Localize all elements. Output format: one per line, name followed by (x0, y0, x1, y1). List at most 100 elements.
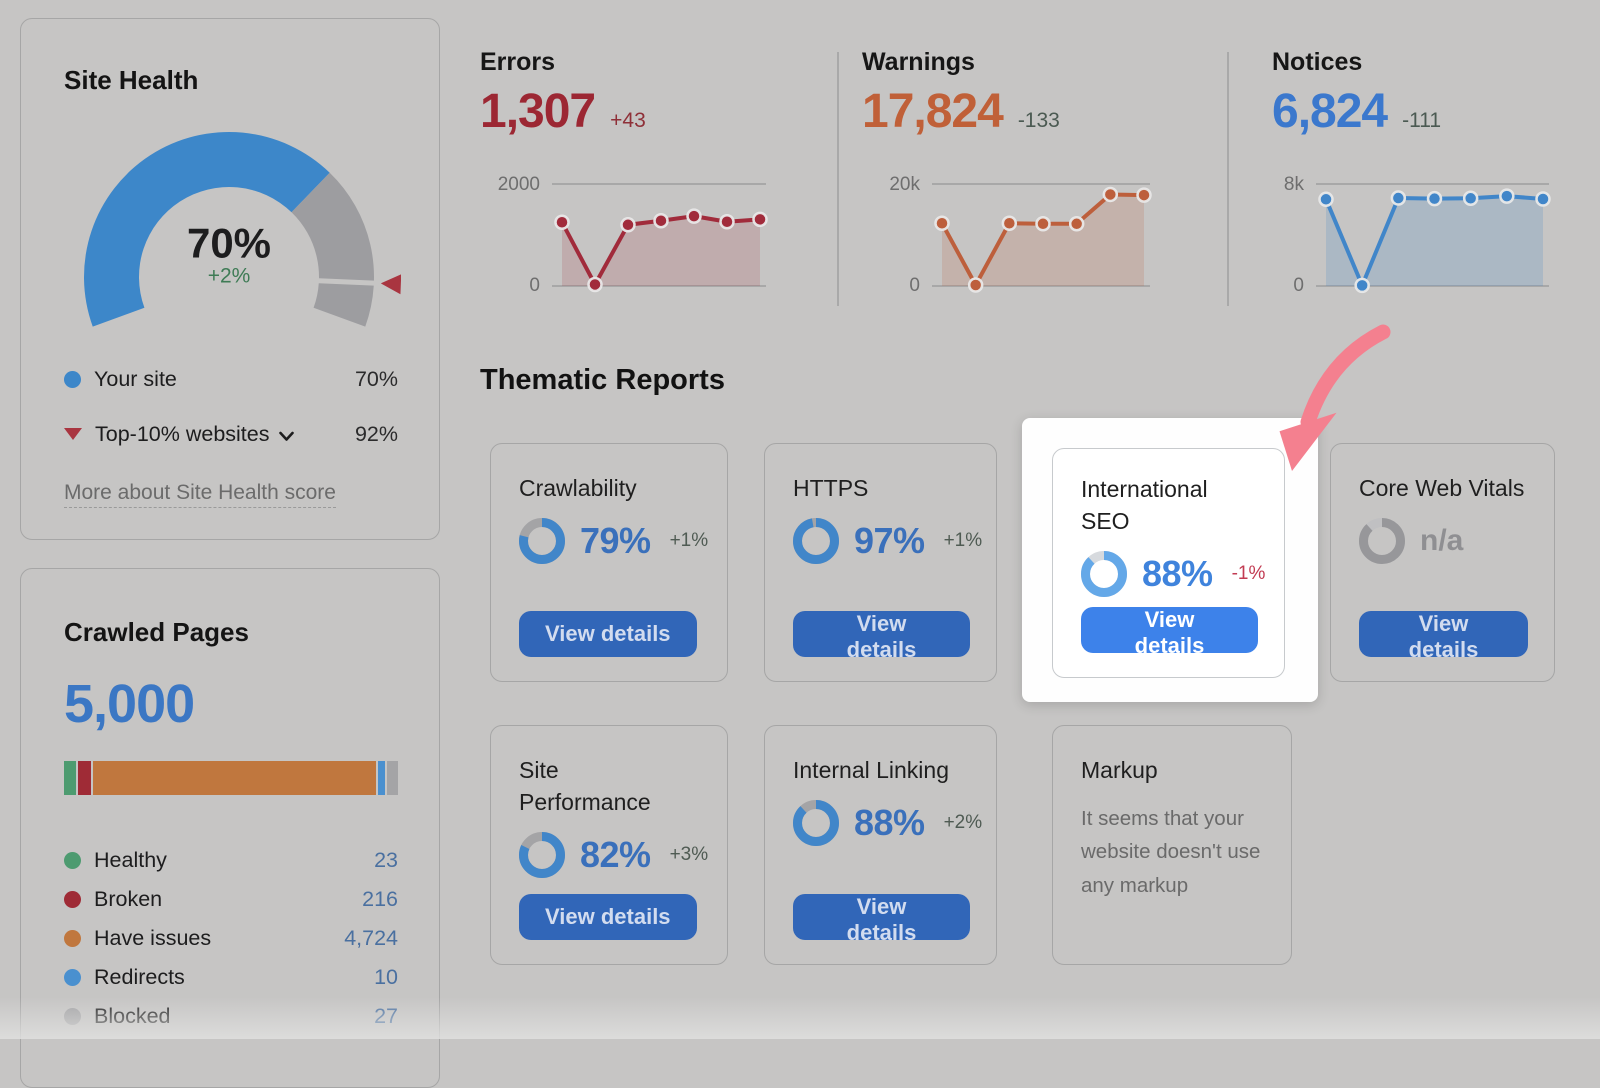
legend-value[interactable]: 216 (362, 887, 398, 911)
thematic-card-title: Markup (1081, 757, 1158, 783)
legend-label: Blocked (94, 1004, 171, 1028)
thematic-score-delta: +2% (943, 812, 983, 834)
thematic-card-internal-linking: Internal Linking 88% +2% View details (764, 725, 997, 965)
thematic-card-title: Internal Linking (793, 757, 949, 783)
kpi-notices: Notices 6,824 -111 8k 0 (1272, 48, 1600, 308)
donut-chart-icon (793, 800, 839, 847)
thematic-score-value: 97% (854, 520, 925, 562)
legend-label: Healthy (94, 848, 167, 872)
kpi-value-row: 6,824 -111 (1272, 88, 1441, 136)
kpi-axis: 20k 0 (862, 174, 932, 296)
thematic-reports-title: Thematic Reports (480, 364, 725, 396)
thematic-card-site-performance: Site Performance 82% +3% View details (490, 725, 728, 965)
legend-label: Have issues (94, 926, 212, 950)
view-details-button-crawlability[interactable]: View details (519, 611, 697, 657)
thematic-card-https: HTTPS 97% +1% View details (764, 443, 997, 682)
thematic-card-title: HTTPS (793, 475, 869, 501)
thematic-score-delta: -1% (1231, 563, 1266, 585)
sparkline-chart (932, 183, 1152, 293)
kpi-chart: 20k 0 (862, 174, 1152, 296)
view-details-button-internal-linking[interactable]: View details (793, 894, 970, 945)
kpi-delta: +43 (610, 109, 646, 132)
legend-value[interactable]: 4,724 (344, 926, 398, 950)
thematic-score-row: 79% +1% (519, 518, 708, 565)
your-site-value: 70% (354, 366, 398, 391)
crawled-pages-legend: Healthy 23 Broken 216 Have issues 4,724 Redire… (64, 841, 398, 1036)
kpi-chart: 8k 0 (1272, 175, 1551, 296)
axis-max-label: 20k (889, 174, 920, 195)
legend-value[interactable]: 23 (374, 848, 398, 872)
thematic-score-row: 82% +3% (519, 832, 709, 879)
kpi-value: 1,307 (480, 85, 596, 138)
thematic-card-title: Core Web Vitals (1359, 475, 1525, 501)
thematic-score-delta: +3% (669, 844, 709, 866)
legend-label: Broken (94, 887, 163, 911)
crawled-pages-title: Crawled Pages (64, 617, 249, 647)
thematic-score-row: 88% -1% (1081, 551, 1266, 598)
kpi-value-row: 1,307 +43 (480, 88, 646, 136)
bar-segment-broken (78, 761, 91, 795)
site-health-score-link[interactable]: More about Site Health score (64, 481, 336, 508)
legend-value[interactable]: 27 (374, 1004, 398, 1028)
bar-segment-have-issues (93, 761, 376, 795)
site-health-card: Site Health 70% +2% Your site 70% Top-10%… (20, 18, 440, 540)
kpi-value: 17,824 (862, 85, 1004, 138)
donut-chart-icon (793, 518, 839, 565)
thematic-card-title: Crawlability (519, 475, 637, 501)
axis-min-label: 0 (529, 275, 540, 296)
bar-segment-redirects (378, 761, 385, 795)
benchmark-value: 92% (354, 421, 398, 446)
thematic-score-value: 79% (580, 520, 651, 562)
thematic-score-value: n/a (1420, 524, 1464, 558)
site-health-title: Site Health (64, 65, 199, 95)
view-details-button-https[interactable]: View details (793, 611, 970, 662)
thematic-score-row: n/a (1359, 518, 1464, 565)
view-details-button-site-performance[interactable]: View details (519, 894, 697, 940)
site-health-gauge: 70%+2% (84, 132, 401, 327)
legend-dot-icon (64, 1008, 81, 1025)
view-details-button-international-seo[interactable]: View details (1081, 607, 1258, 658)
legend-dot-icon (64, 969, 81, 986)
chevron-down-icon[interactable] (278, 429, 295, 443)
legend-row-benchmark[interactable]: Top-10% websites 92% (64, 416, 398, 452)
donut-chart-icon (1081, 551, 1127, 598)
gauge-change: +2% (208, 265, 251, 288)
thematic-card-core-web-vitals: Core Web Vitals n/a View details (1330, 443, 1555, 682)
thematic-score-value: 88% (1142, 553, 1213, 595)
crawled-pages-stacked-bar (64, 761, 398, 795)
kpi-value-row: 17,824 -133 (862, 88, 1060, 136)
legend-row-redirects: Redirects 10 (64, 958, 398, 997)
thematic-card-title: International SEO (1081, 476, 1208, 535)
legend-row-healthy: Healthy 23 (64, 841, 398, 880)
kpi-chart: 2000 0 (480, 174, 768, 296)
legend-row-your-site: Your site 70% (64, 361, 398, 397)
donut-chart-icon (519, 518, 565, 565)
kpi-label: Errors (480, 48, 556, 76)
axis-min-label: 0 (1293, 275, 1304, 296)
benchmark-triangle-icon (64, 428, 82, 440)
legend-dot-icon (64, 852, 81, 869)
sparkline-chart (1316, 183, 1551, 294)
thematic-score-row: 88% +2% (793, 800, 983, 847)
axis-max-label: 2000 (497, 174, 540, 195)
kpi-divider (837, 52, 839, 306)
kpi-value: 6,824 (1272, 85, 1388, 138)
legend-row-broken: Broken 216 (64, 880, 398, 919)
kpi-axis: 2000 0 (480, 174, 552, 296)
legend-row-have-issues: Have issues 4,724 (64, 919, 398, 958)
bar-segment-blocked (387, 761, 398, 795)
thematic-card-message: It seems that your website doesn't use a… (1081, 807, 1261, 897)
view-details-button-core-web-vitals[interactable]: View details (1359, 611, 1528, 662)
gauge-value: 70% (187, 220, 271, 267)
axis-min-label: 0 (909, 275, 920, 296)
sparkline-chart (552, 183, 768, 293)
kpi-errors: Errors 1,307 +43 2000 0 (480, 48, 810, 308)
legend-value[interactable]: 10 (374, 965, 398, 989)
thematic-score-value: 88% (854, 802, 925, 844)
legend-row-blocked: Blocked 27 (64, 997, 398, 1036)
your-site-label: Your site (94, 366, 177, 391)
thematic-card-crawlability: Crawlability 79% +1% View details (490, 443, 728, 682)
legend-dot-icon (64, 930, 81, 947)
kpi-axis: 8k 0 (1272, 175, 1316, 296)
kpi-warnings: Warnings 17,824 -133 20k 0 (862, 48, 1192, 308)
